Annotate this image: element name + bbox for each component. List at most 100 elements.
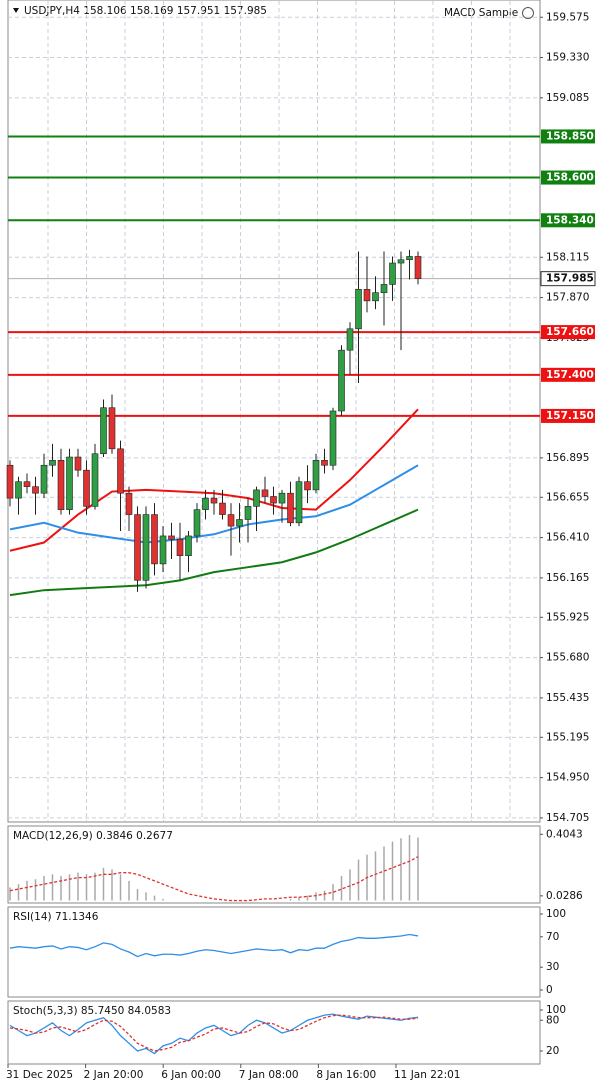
y-tick-label: 100 xyxy=(546,908,566,920)
panel-frame xyxy=(7,906,541,998)
panel-label: RSI(14) 71.1346 xyxy=(13,911,99,923)
level-label: 158.600 xyxy=(546,172,594,184)
y-tick-label: 158.115 xyxy=(546,251,589,263)
level-label-box xyxy=(541,213,595,228)
menu-arrow[interactable] xyxy=(13,8,19,13)
candle-body xyxy=(210,497,218,504)
candle-body xyxy=(185,535,192,556)
candle-body xyxy=(23,481,31,487)
indicator-line xyxy=(9,933,419,958)
y-tick-label: 0 xyxy=(546,984,553,996)
level-label: 158.340 xyxy=(546,214,594,226)
indicator-line xyxy=(9,1014,419,1052)
y-tick-label: 155.925 xyxy=(546,611,589,623)
candle-body xyxy=(270,496,277,504)
panel-frame xyxy=(7,825,541,904)
level-label: 157.660 xyxy=(546,326,594,338)
moving-average xyxy=(9,464,419,544)
y-tick-label: 0.0286 xyxy=(546,890,583,902)
expert-icon[interactable] xyxy=(522,7,534,19)
candle-body xyxy=(329,410,337,466)
y-tick-label: 155.680 xyxy=(546,652,589,664)
y-tick-label: 155.435 xyxy=(546,692,589,704)
candle-body xyxy=(227,514,235,527)
candle-body xyxy=(236,519,243,527)
y-tick-label: 159.085 xyxy=(546,92,589,104)
candle-body xyxy=(380,284,388,293)
candle-body xyxy=(363,289,371,302)
y-tick-label: 156.165 xyxy=(546,572,589,584)
candle-body xyxy=(304,481,311,491)
candle-body xyxy=(83,469,90,507)
candle-body xyxy=(355,289,362,330)
candle-body xyxy=(117,448,124,494)
candle-body xyxy=(414,256,422,279)
candle-body xyxy=(193,509,201,537)
panel-label: MACD(12,26,9) 0.3846 0.2677 xyxy=(13,830,173,842)
y-tick-label: 154.950 xyxy=(546,772,589,784)
y-tick-label: 20 xyxy=(546,1045,559,1057)
y-tick-label: 70 xyxy=(546,931,559,943)
candle-body xyxy=(168,535,175,540)
candle-body xyxy=(261,489,269,497)
y-tick-label: 156.410 xyxy=(546,532,589,544)
candle-body xyxy=(253,489,260,507)
y-tick-label: 157.870 xyxy=(546,292,589,304)
candle-body xyxy=(15,481,22,499)
candle-body xyxy=(49,460,56,466)
symbol-info: USDJPY,H4 158.106 158.169 157.951 157.98… xyxy=(24,5,267,17)
candle-body xyxy=(406,256,413,261)
indicator-line xyxy=(9,1013,419,1055)
x-tick-label: 6 Jan 00:00 xyxy=(161,1069,221,1081)
x-tick-label: 2 Jan 20:00 xyxy=(84,1069,144,1081)
candle-body xyxy=(312,460,320,491)
candle-body xyxy=(100,407,107,455)
candle-body xyxy=(338,349,345,412)
y-tick-label: 30 xyxy=(546,961,559,973)
candle-body xyxy=(57,460,65,510)
candle-body xyxy=(6,464,14,499)
candle-body xyxy=(278,492,286,504)
level-label: 157.400 xyxy=(546,369,594,381)
candle-body xyxy=(346,328,354,351)
candle-body xyxy=(372,292,379,302)
candle-body xyxy=(397,259,405,264)
y-tick-label: 100 xyxy=(546,1004,566,1016)
level-label-box xyxy=(541,170,595,185)
y-tick-label: 156.655 xyxy=(546,491,589,503)
indicator-line xyxy=(9,856,419,902)
moving-average xyxy=(9,508,419,597)
x-tick-label: 31 Dec 2025 xyxy=(6,1069,73,1081)
candle-body xyxy=(91,453,99,507)
level-label-box xyxy=(541,129,595,144)
candle-body xyxy=(134,514,141,581)
candle-body xyxy=(32,486,39,494)
y-tick-label: 154.705 xyxy=(546,812,589,824)
candle-body xyxy=(108,407,116,450)
y-tick-label: 0.4043 xyxy=(546,828,583,840)
candle-body xyxy=(244,506,252,520)
y-tick-label: 80 xyxy=(546,1014,559,1026)
x-tick-label: 7 Jan 08:00 xyxy=(239,1069,299,1081)
x-tick-label: 8 Jan 16:00 xyxy=(316,1069,376,1081)
level-label-box xyxy=(541,325,595,340)
candle-body xyxy=(389,262,396,285)
candle-body xyxy=(176,538,184,556)
y-tick-label: 155.195 xyxy=(546,731,589,743)
candle-body xyxy=(66,456,73,510)
y-tick-label: 156.895 xyxy=(546,452,589,464)
candle-body xyxy=(159,535,167,565)
level-label: 157.150 xyxy=(546,410,594,422)
indicator-name: MACD Sample xyxy=(444,7,518,19)
candle-body xyxy=(142,514,150,581)
level-label-box xyxy=(541,367,595,382)
candle-body xyxy=(202,497,209,510)
level-label: 158.850 xyxy=(546,130,594,142)
candle-body xyxy=(295,481,303,524)
x-tick-label: 11 Jan 22:01 xyxy=(394,1069,460,1081)
level-label-box xyxy=(541,408,595,423)
candle-body xyxy=(40,464,48,494)
candle-body xyxy=(74,456,82,471)
